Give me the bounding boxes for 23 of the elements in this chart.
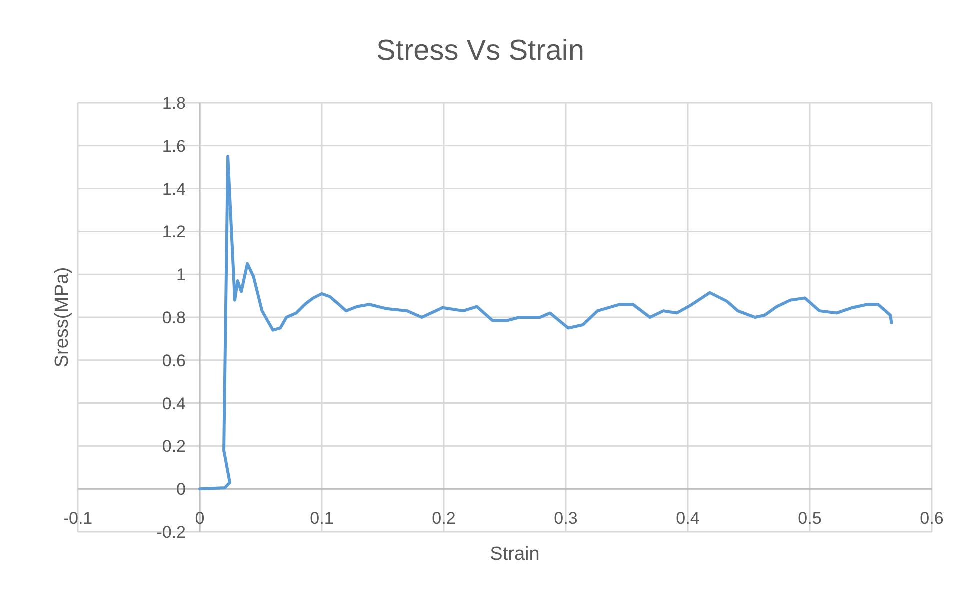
y-tick-label: 0.8 xyxy=(162,308,186,328)
line-series xyxy=(198,155,894,491)
x-tick-label: 0.1 xyxy=(310,509,334,528)
x-tick-label: 0.4 xyxy=(676,509,700,528)
y-tick-label: 0.6 xyxy=(162,351,186,370)
y-tick-label: 0.4 xyxy=(162,394,186,414)
y-tick-label: 0.2 xyxy=(162,437,186,456)
y-tick-label: 1.2 xyxy=(162,222,186,242)
x-tick-label: 0.5 xyxy=(798,509,822,528)
y-tick-label: 0 xyxy=(176,480,186,500)
x-tick-label: 0 xyxy=(195,509,205,528)
y-tick-label: 1 xyxy=(176,266,186,285)
y-axis-title: Sress(MPa) xyxy=(52,267,73,368)
x-tick-label: -0.1 xyxy=(63,509,93,528)
x-tick-label: 0.6 xyxy=(920,509,944,528)
x-tick-label: 0.2 xyxy=(432,509,456,528)
chart-title: Stress Vs Strain xyxy=(376,35,584,67)
y-tick-label: 1.6 xyxy=(162,136,186,156)
y-tick-label: 1.8 xyxy=(162,94,186,113)
x-tick-label: 0.3 xyxy=(554,509,578,528)
y-tick-label: 1.4 xyxy=(162,180,186,199)
y-tick-label: -0.2 xyxy=(156,523,186,542)
x-axis-title: Strain xyxy=(490,544,540,565)
